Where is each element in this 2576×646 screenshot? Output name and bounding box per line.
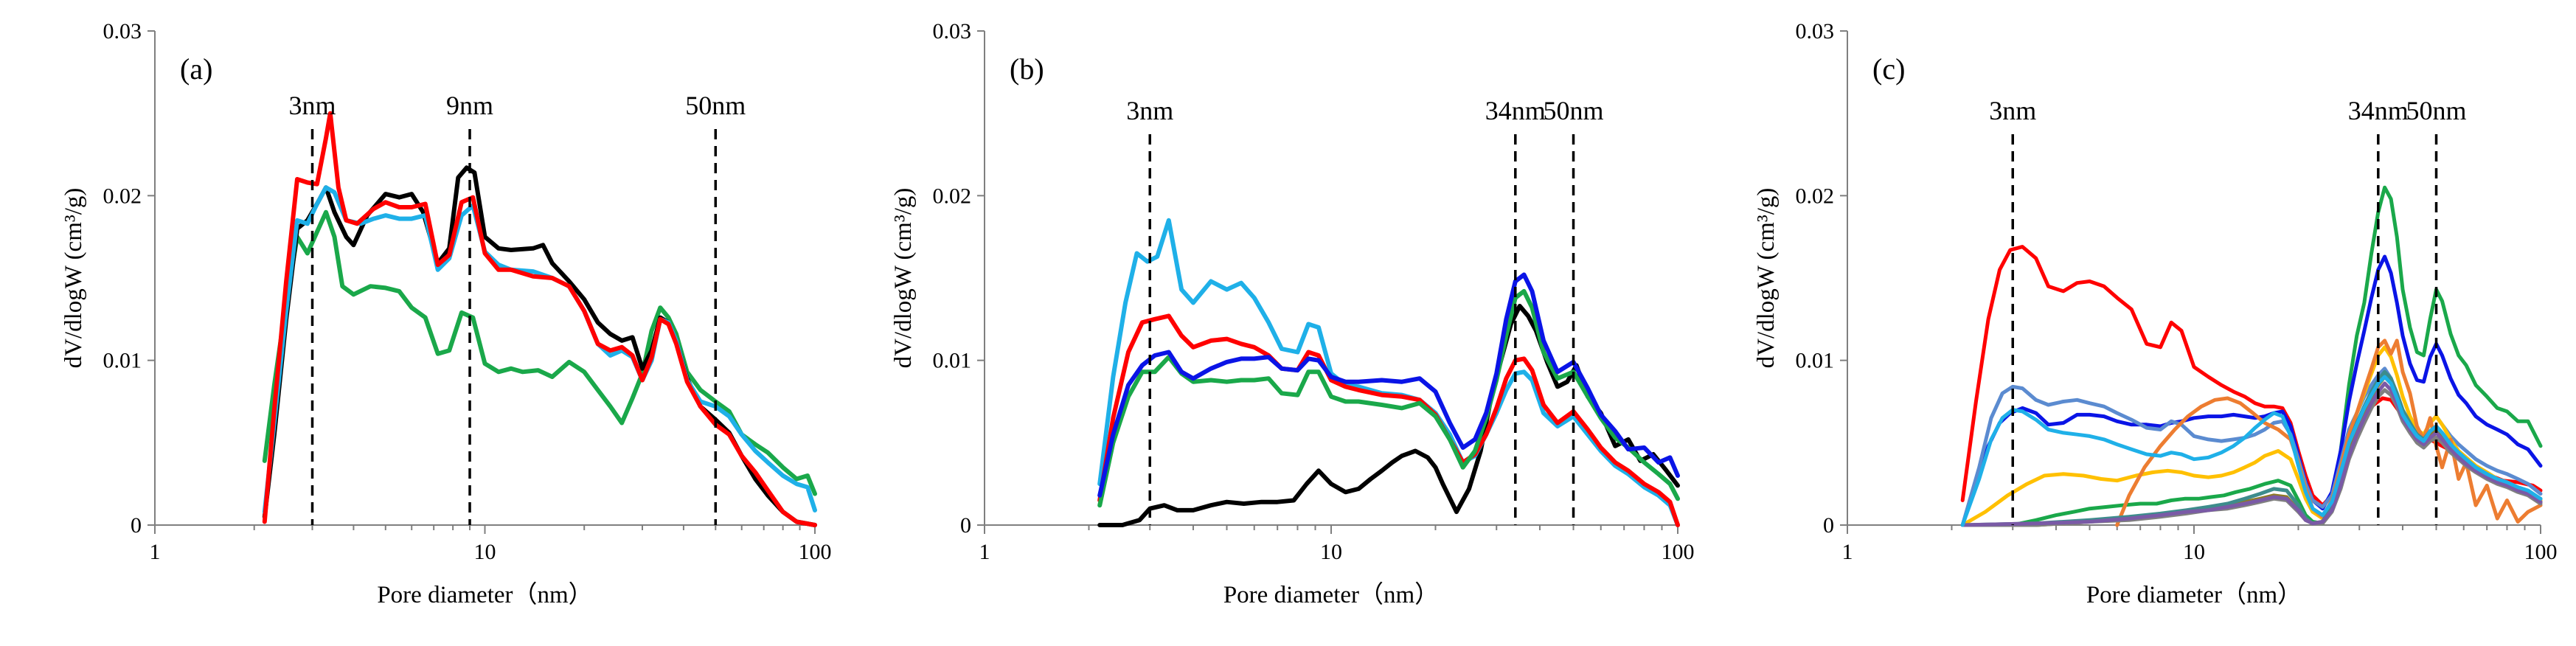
x-tick-label: 10: [1320, 540, 1342, 564]
series-line-blue: [1960, 254, 2543, 527]
reference-label: 3nm: [289, 91, 336, 120]
x-tick-label: 100: [799, 540, 832, 564]
series-line-sky: [1960, 375, 2543, 527]
series-line-red: [262, 111, 817, 527]
x-axis-title: Pore diameter（nm）: [1223, 582, 1439, 608]
x-tick-label: 100: [1662, 540, 1695, 564]
panel-label: (c): [1872, 52, 1905, 86]
reference-label: 50nm: [1544, 96, 1604, 125]
panel-label: (a): [180, 52, 212, 86]
series-line-sky: [262, 185, 817, 515]
series-line-green: [262, 209, 817, 496]
series-line-orange: [2115, 338, 2543, 527]
chart-panel-3: 0 0.01 0.02 0.03 1 10 100 Pore diameter（nm） dV/d…: [1753, 19, 2558, 608]
series-line-red: [1960, 245, 2543, 507]
x-tick-label: 1: [1842, 540, 1853, 564]
y-axis-title: dV/dlogW (cm³/g): [1753, 188, 1780, 369]
reference-label: 3nm: [1126, 96, 1173, 125]
reference-label: 34nm: [2348, 96, 2409, 125]
y-tick-label: 0.03: [933, 19, 972, 44]
y-tick-label: 0: [1823, 513, 1834, 538]
y-tick-label: 0.03: [103, 19, 142, 44]
y-tick-label: 0: [131, 513, 142, 538]
y-tick-label: 0.02: [1796, 184, 1835, 208]
chart-panel-2: 0 0.01 0.02 0.03 1 10 100 Pore diameter（nm） dV/d…: [890, 19, 1695, 608]
reference-label: 3nm: [1989, 96, 2036, 125]
series-line-green: [1097, 288, 1680, 508]
y-tick-label: 0: [960, 513, 971, 538]
series-line-red: [1097, 313, 1680, 527]
series-line-blue: [1097, 272, 1680, 498]
reference-label: 50nm: [2406, 96, 2467, 125]
y-tick-label: 0.01: [933, 349, 972, 373]
x-tick-label: 1: [150, 540, 161, 564]
panel-label: (b): [1010, 52, 1044, 86]
x-tick-label: 100: [2524, 540, 2558, 564]
y-tick-label: 0.02: [933, 184, 972, 208]
y-tick-label: 0.03: [1796, 19, 1835, 44]
chart-panel-1: 0 0.01 0.02 0.03 1 10 100 Pore diameter（nm） dV/d…: [60, 19, 832, 608]
reference-label: 9nm: [446, 91, 493, 120]
x-axis-title: Pore diameter（nm）: [2086, 582, 2302, 608]
x-axis-title: Pore diameter（nm）: [377, 582, 592, 608]
x-tick-label: 10: [474, 540, 496, 564]
reference-label: 50nm: [685, 91, 746, 120]
y-axis-title: dV/dlogW (cm³/g): [890, 188, 917, 369]
series-line-purple: [1960, 381, 2543, 527]
x-tick-label: 1: [979, 540, 990, 564]
y-axis-title: dV/dlogW (cm³/g): [60, 188, 87, 369]
reference-label: 34nm: [1485, 96, 1546, 125]
y-tick-label: 0.01: [103, 349, 142, 373]
x-tick-label: 10: [2183, 540, 2205, 564]
y-tick-label: 0.02: [103, 184, 142, 208]
y-tick-label: 0.01: [1796, 349, 1835, 373]
